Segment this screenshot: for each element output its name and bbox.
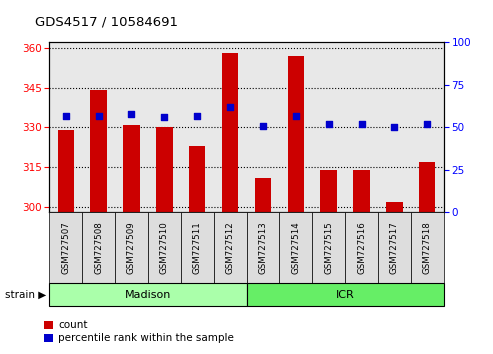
Bar xyxy=(320,170,337,212)
Point xyxy=(390,125,398,130)
Text: Madison: Madison xyxy=(125,290,171,300)
Bar xyxy=(58,130,74,212)
Point xyxy=(128,111,136,117)
Bar xyxy=(156,127,173,212)
Point xyxy=(292,113,300,118)
Point xyxy=(259,123,267,129)
Bar xyxy=(353,170,370,212)
Text: count: count xyxy=(58,320,88,330)
Text: GSM727510: GSM727510 xyxy=(160,221,169,274)
Bar xyxy=(386,202,403,212)
Bar xyxy=(189,146,206,212)
Text: GSM727515: GSM727515 xyxy=(324,221,333,274)
Point xyxy=(423,121,431,127)
Text: ICR: ICR xyxy=(336,290,354,300)
Text: strain ▶: strain ▶ xyxy=(5,290,46,300)
Point xyxy=(62,113,70,118)
Text: percentile rank within the sample: percentile rank within the sample xyxy=(58,333,234,343)
Bar xyxy=(287,56,304,212)
Text: GSM727508: GSM727508 xyxy=(94,221,103,274)
Text: GSM727513: GSM727513 xyxy=(258,221,267,274)
Point xyxy=(193,113,201,118)
Text: GSM727517: GSM727517 xyxy=(390,221,399,274)
Text: GSM727512: GSM727512 xyxy=(226,221,235,274)
Bar xyxy=(255,178,271,212)
Text: GSM727516: GSM727516 xyxy=(357,221,366,274)
Bar xyxy=(90,90,107,212)
Bar xyxy=(123,125,140,212)
Text: GDS4517 / 10584691: GDS4517 / 10584691 xyxy=(35,16,177,29)
Text: GSM727509: GSM727509 xyxy=(127,222,136,274)
Bar xyxy=(222,53,238,212)
Point xyxy=(160,114,168,120)
Point xyxy=(226,104,234,110)
Point xyxy=(357,121,365,127)
Text: GSM727511: GSM727511 xyxy=(193,221,202,274)
Text: GSM727514: GSM727514 xyxy=(291,221,300,274)
Point xyxy=(95,113,103,118)
Text: GSM727518: GSM727518 xyxy=(423,221,432,274)
Point xyxy=(325,121,333,127)
Bar xyxy=(419,162,435,212)
Text: GSM727507: GSM727507 xyxy=(61,221,70,274)
